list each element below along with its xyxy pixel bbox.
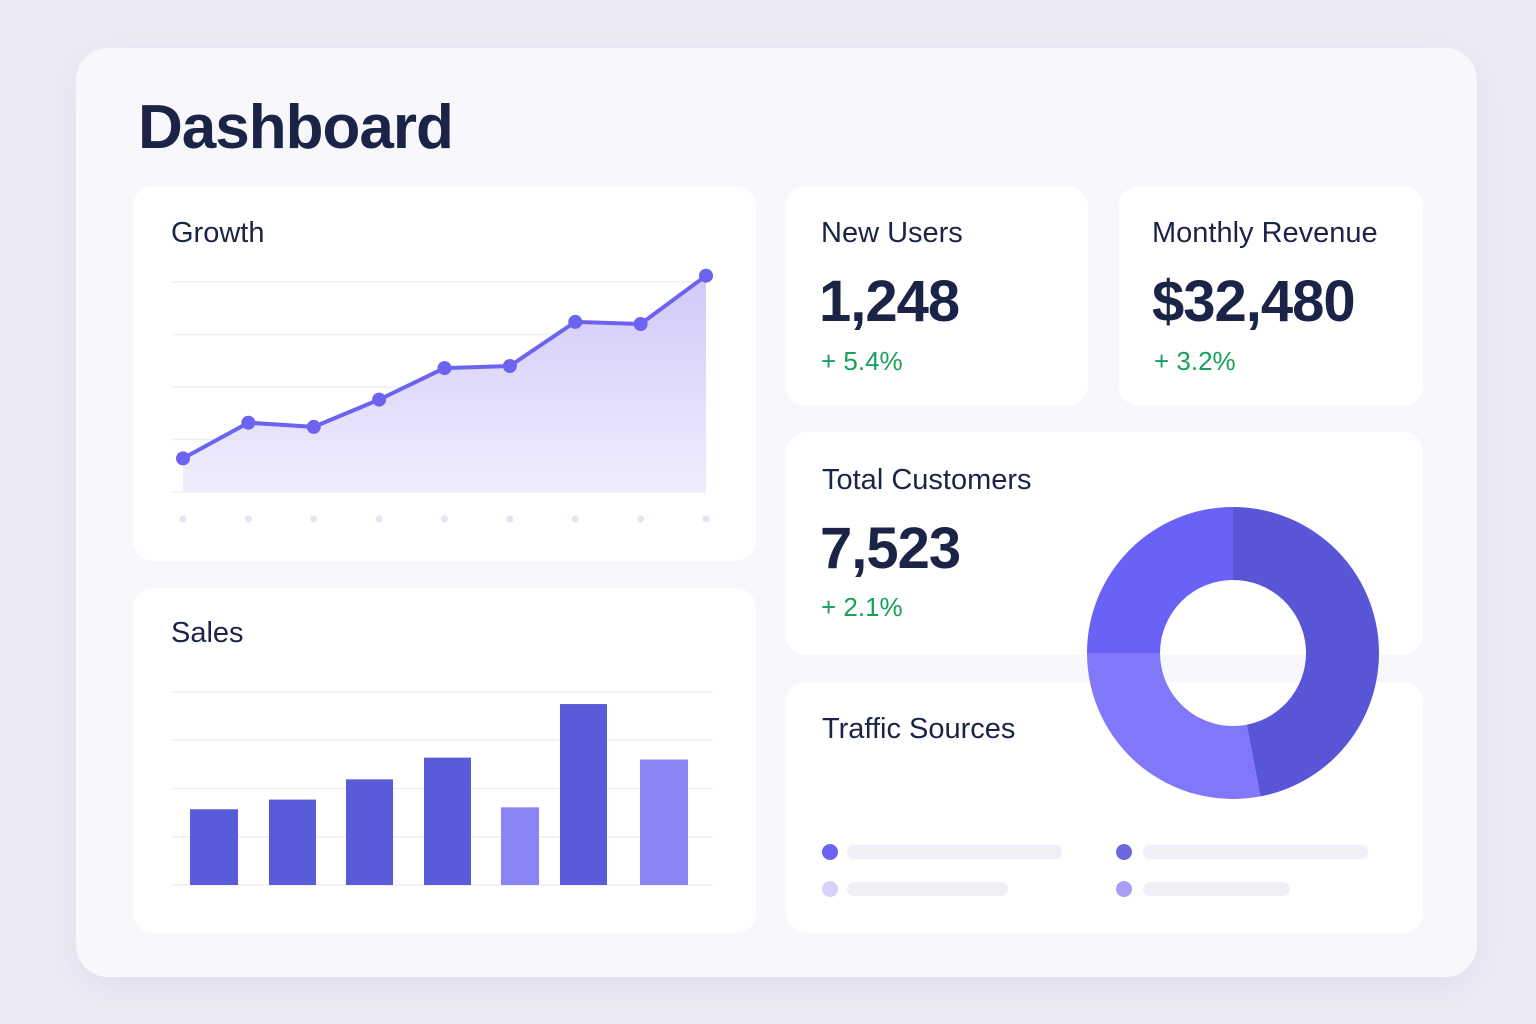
revenue-card (1119, 186, 1423, 406)
legend-label-placeholder (847, 845, 1062, 859)
customers-value: 7,523 (820, 516, 961, 581)
sales-bar (640, 759, 688, 885)
sales-bar (269, 799, 316, 885)
growth-x-tick (637, 515, 645, 523)
sales-bar (346, 779, 393, 885)
revenue-delta: + 3.2% (1154, 346, 1236, 376)
growth-x-tick (375, 515, 383, 523)
growth-x-tick (179, 515, 187, 523)
sales-bar (560, 704, 607, 885)
growth-x-tick (244, 515, 252, 523)
sales-bar (190, 809, 238, 885)
sales-title: Sales (171, 617, 244, 649)
revenue-value: $32,480 (1152, 269, 1356, 334)
growth-point (241, 415, 256, 430)
growth-point (437, 361, 452, 376)
new-users-delta: + 5.4% (821, 346, 903, 376)
revenue-title: Monthly Revenue (1152, 217, 1378, 249)
legend-dot (822, 881, 838, 897)
growth-point (372, 392, 387, 407)
growth-title: Growth (171, 217, 265, 249)
traffic-title: Traffic Sources (822, 713, 1016, 745)
growth-point (699, 268, 713, 283)
growth-point (633, 317, 648, 331)
new-users-title: New Users (821, 217, 963, 249)
legend-dot (1116, 844, 1132, 860)
legend-dot (1116, 881, 1132, 897)
page-title: Dashboard (138, 93, 454, 162)
donut-segment (1233, 507, 1380, 797)
growth-point (568, 314, 583, 329)
growth-point (502, 359, 517, 373)
legend-label-placeholder (847, 882, 1008, 896)
legend-label-placeholder (1143, 882, 1290, 896)
legend-dot (822, 844, 838, 860)
sales-bar (424, 757, 471, 885)
growth-x-tick (702, 515, 710, 523)
growth-x-tick (506, 515, 514, 523)
growth-area (183, 275, 706, 492)
donut-segment (1087, 653, 1261, 799)
donut-segment (1087, 507, 1233, 653)
growth-point (176, 451, 190, 466)
growth-x-tick (441, 515, 448, 523)
legend-label-placeholder (1143, 845, 1368, 859)
new-users-value: 1,248 (819, 269, 960, 334)
customers-title: Total Customers (822, 464, 1032, 496)
growth-x-tick (310, 515, 318, 523)
growth-point (306, 419, 321, 434)
new-users-card (786, 186, 1088, 406)
growth-x-tick (571, 515, 579, 523)
customers-delta: + 2.1% (821, 592, 903, 622)
sales-bar (501, 807, 539, 885)
